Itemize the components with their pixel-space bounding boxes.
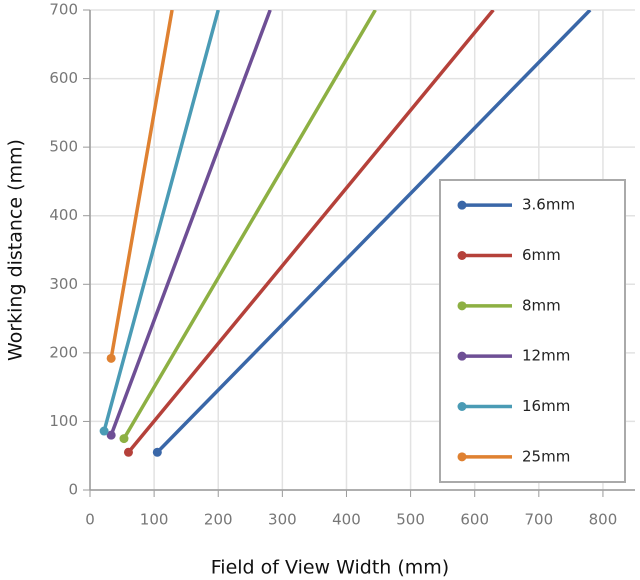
legend-label: 3.6mm	[522, 196, 575, 214]
y-tick-label: 600	[49, 69, 78, 87]
start-marker	[106, 430, 116, 440]
legend-label: 8mm	[522, 296, 561, 314]
x-tick-label: 400	[332, 511, 361, 529]
y-tick-label: 200	[49, 343, 78, 361]
series-line	[156, 10, 592, 454]
legend-marker	[457, 351, 467, 361]
legend-marker	[457, 452, 467, 462]
x-tick-label: 800	[589, 511, 618, 529]
y-tick-label: 700	[49, 1, 78, 19]
y-tick-label: 100	[49, 412, 78, 430]
x-tick-label: 600	[460, 511, 489, 529]
x-tick-label: 700	[525, 511, 554, 529]
legend-marker	[457, 200, 467, 210]
legend-marker	[457, 251, 467, 260]
legend-label: 12mm	[522, 347, 570, 365]
start-marker	[99, 426, 109, 436]
y-tick-label: 0	[68, 481, 78, 499]
x-tick-label: 500	[396, 511, 425, 529]
series-line	[109, 10, 174, 359]
series-line	[109, 10, 272, 436]
y-tick-label: 500	[49, 138, 78, 156]
legend-marker	[457, 402, 467, 411]
series-line	[127, 10, 495, 454]
x-tick-label: 300	[268, 511, 297, 529]
series-line	[102, 10, 220, 432]
legend-label: 16mm	[522, 397, 570, 415]
legend-box	[439, 179, 626, 483]
x-tick-label: 100	[140, 511, 169, 529]
x-axis-label: Field of View Width (mm)	[211, 557, 449, 579]
x-tick-label: 0	[85, 511, 95, 529]
legend-label: 25mm	[522, 447, 570, 465]
series-line	[122, 10, 377, 440]
y-axis-label: Working distance (mm)	[5, 139, 27, 361]
legend-marker	[457, 301, 467, 311]
x-tick-label: 200	[204, 511, 233, 529]
start-marker	[152, 447, 162, 457]
start-marker	[119, 434, 129, 444]
start-marker	[123, 447, 133, 457]
start-marker	[106, 353, 116, 363]
y-tick-label: 400	[49, 206, 78, 224]
y-tick-label: 300	[49, 275, 78, 293]
legend-label: 6mm	[522, 246, 561, 264]
